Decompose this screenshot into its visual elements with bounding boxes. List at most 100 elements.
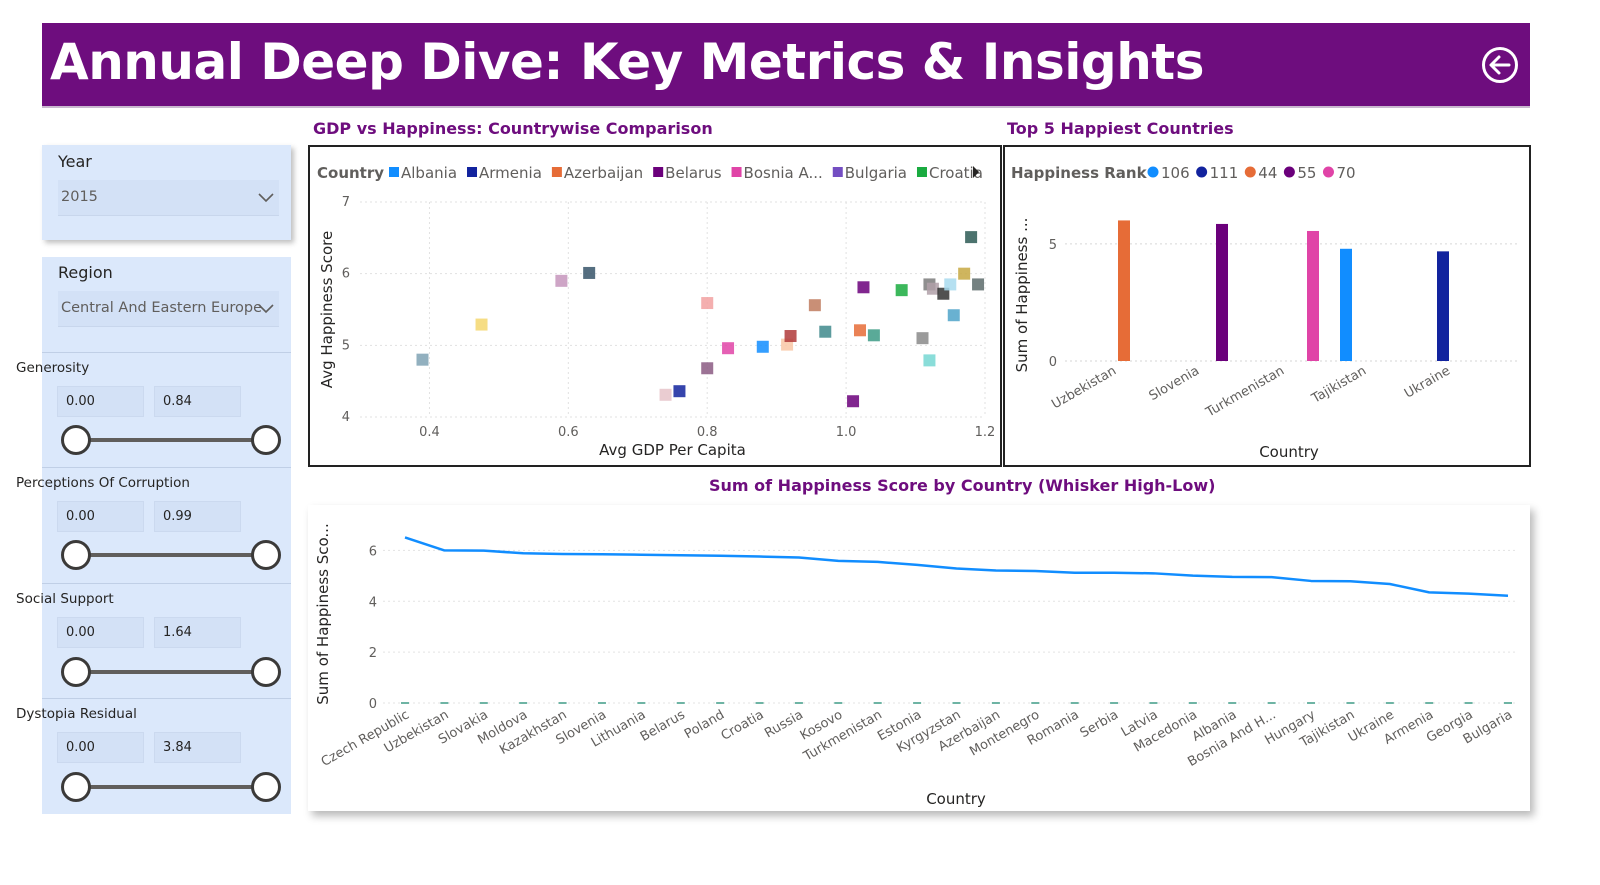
scatter-point (958, 267, 971, 280)
scatter-point (972, 278, 985, 291)
y-tick-label: 4 (369, 595, 377, 610)
generosity-max-input[interactable]: 0.84 (154, 386, 241, 417)
legend-dot-0 (1147, 166, 1159, 178)
x-tick-label: Poland (682, 707, 727, 742)
scatter-point (701, 362, 714, 375)
dystopia-min-handle[interactable] (61, 772, 91, 802)
x-tick-label: 1.2 (975, 425, 996, 440)
dystopia-min-input[interactable]: 0.00 (57, 732, 144, 763)
bar-uzbekistan (1118, 220, 1130, 361)
legend-swatch-3 (653, 167, 664, 177)
y-tick-label: 5 (342, 338, 350, 353)
x-tick-label: Turkmenistan (1203, 363, 1287, 420)
y-tick-label: 5 (1049, 238, 1057, 253)
legend-title: Happiness Rank (1011, 164, 1148, 182)
legend-item-2: 44 (1258, 164, 1277, 182)
dystopia-max-input[interactable]: 3.84 (154, 732, 241, 763)
line-chart-visual[interactable]: 0 2 4 6 Czech Republic Uzbekistan Slovakia Mold… (308, 505, 1530, 811)
corruption-max-input[interactable]: 0.99 (154, 501, 241, 532)
x-axis-title: Country (926, 790, 986, 808)
social-support-label: Social Support (16, 591, 114, 607)
scatter-point (784, 330, 797, 343)
scatter-point (944, 278, 957, 291)
header-banner: Annual Deep Dive: Key Metrics & Insights (42, 23, 1530, 108)
scatter-chart-visual[interactable]: Country Albania Armenia Azerbaijan Belarus Bo… (308, 145, 1002, 467)
legend-swatch-2 (551, 167, 562, 177)
scatter-point (965, 231, 978, 244)
social-support-min-input[interactable]: 0.00 (57, 617, 144, 648)
x-tick-label: Russia (762, 707, 806, 741)
chevron-down-icon (258, 304, 274, 314)
legend-item-4: 70 (1336, 164, 1355, 182)
year-dropdown[interactable]: 2015 (58, 180, 279, 216)
top5-chart-title: Top 5 Happiest Countries (1007, 119, 1234, 138)
legend-item-3: Belarus (665, 164, 722, 182)
generosity-slider-track[interactable] (76, 438, 266, 442)
corruption-min-input[interactable]: 0.00 (57, 501, 144, 532)
bar-tajikistan (1340, 248, 1352, 361)
x-tick-label: Slovenia (1147, 363, 1202, 404)
scatter-point (416, 353, 429, 366)
y-tick-label: 0 (369, 697, 377, 712)
legend-title: Country (317, 164, 384, 182)
page-title: Annual Deep Dive: Key Metrics & Insights (50, 33, 1204, 91)
chevron-down-icon (258, 193, 274, 203)
legend-item-4: Bosnia A... (744, 164, 823, 182)
legend-swatch-6 (916, 167, 927, 177)
x-tick-label: 0.8 (697, 425, 718, 440)
legend-swatch-5 (832, 167, 843, 177)
line-chart-title: Sum of Happiness Score by Country (Whisk… (709, 476, 1216, 495)
legend-item-1: Armenia (479, 164, 542, 182)
legend-dot-2 (1244, 166, 1256, 178)
corruption-min-handle[interactable] (61, 540, 91, 570)
scatter-chart: Country Albania Armenia Azerbaijan Belarus Bo… (317, 164, 996, 459)
back-arrow-circle-icon[interactable] (1480, 45, 1520, 85)
social-support-min-handle[interactable] (61, 657, 91, 687)
generosity-max-handle[interactable] (251, 425, 281, 455)
legend-dot-4 (1322, 166, 1334, 178)
legend-item-5: Bulgaria (845, 164, 907, 182)
bar-ukraine (1437, 251, 1449, 361)
bar-turkmenistan (1307, 230, 1319, 361)
x-tick-label: Tajikistan (1308, 363, 1369, 407)
legend-item-0: Albania (401, 164, 457, 182)
scatter-point (583, 266, 596, 279)
generosity-min-input[interactable]: 0.00 (57, 386, 144, 417)
generosity-min-handle[interactable] (61, 425, 91, 455)
corruption-max-handle[interactable] (251, 540, 281, 570)
x-tick-label: 0.6 (558, 425, 579, 440)
scatter-point (947, 309, 960, 322)
scatter-point (923, 354, 936, 367)
x-tick-label: Belarus (638, 707, 688, 745)
social-support-slider-track[interactable] (76, 670, 266, 674)
top5-chart-visual[interactable]: Happiness Rank 106 111 44 55 70 0 5 Uzbekistan Sl… (1003, 145, 1531, 467)
dystopia-label: Dystopia Residual (16, 706, 137, 722)
corruption-slider-track[interactable] (76, 553, 266, 557)
scatter-point (937, 287, 950, 300)
legend-item-1: 111 (1210, 164, 1239, 182)
region-dropdown[interactable]: Central And Eastern Europe (58, 291, 279, 327)
dystopia-slider-track[interactable] (76, 785, 266, 789)
year-slicer-label: Year (58, 152, 92, 171)
scatter-point (867, 329, 880, 342)
y-tick-label: 0 (1049, 355, 1057, 370)
scatter-point (722, 342, 735, 355)
x-tick-label: Croatia (719, 707, 767, 743)
scatter-point (659, 388, 672, 401)
y-tick-label: 7 (342, 195, 350, 210)
y-tick-label: 6 (342, 267, 350, 282)
scatter-point (819, 325, 832, 338)
dystopia-max-handle[interactable] (251, 772, 281, 802)
divider (42, 583, 291, 584)
scatter-point (857, 281, 870, 294)
social-support-max-input[interactable]: 1.64 (154, 617, 241, 648)
y-tick-label: 6 (369, 544, 377, 559)
legend-item-3: 55 (1297, 164, 1316, 182)
year-dropdown-value: 2015 (61, 189, 98, 205)
scatter-point (916, 332, 929, 345)
legend-dot-1 (1196, 166, 1208, 178)
social-support-max-handle[interactable] (251, 657, 281, 687)
scatter-point (808, 299, 821, 312)
